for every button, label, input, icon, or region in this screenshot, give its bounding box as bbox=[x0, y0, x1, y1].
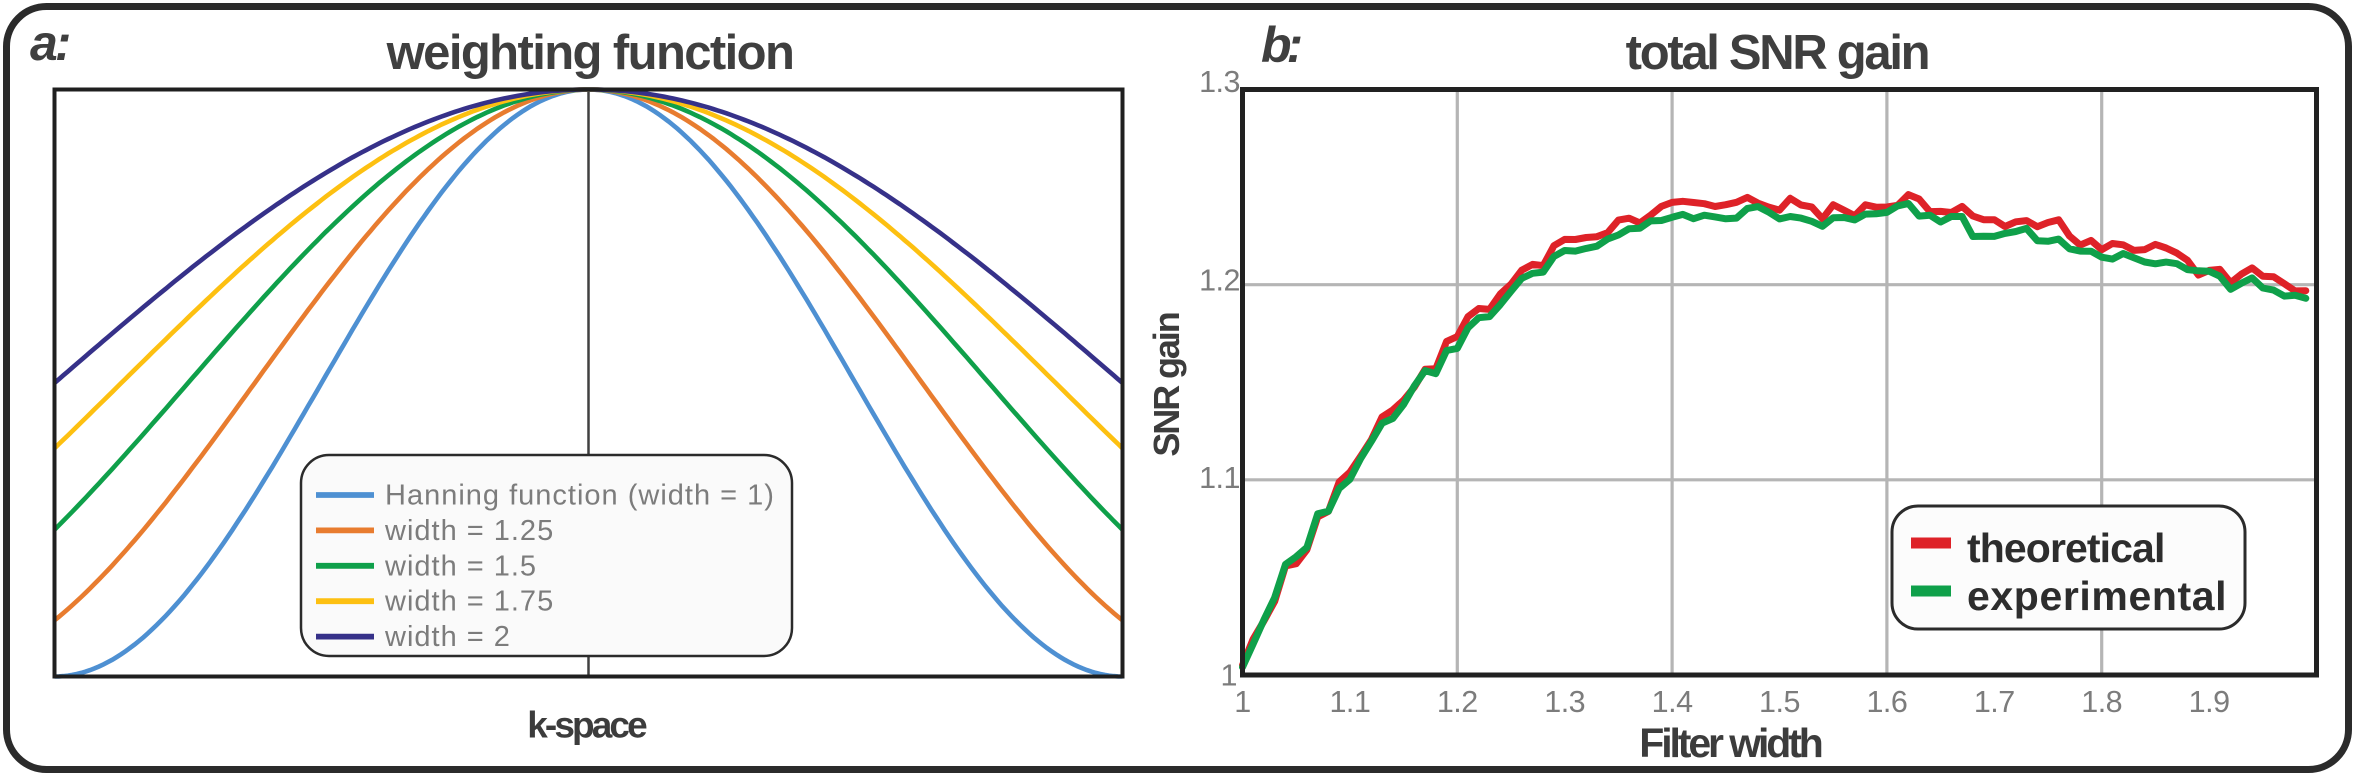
svg-text:1.1: 1.1 bbox=[1329, 685, 1370, 719]
svg-text:1.3: 1.3 bbox=[1199, 65, 1240, 99]
svg-text:1.3: 1.3 bbox=[1544, 685, 1585, 719]
svg-text:1.1: 1.1 bbox=[1199, 461, 1240, 495]
svg-text:1.4: 1.4 bbox=[1652, 685, 1693, 719]
svg-text:1: 1 bbox=[1234, 685, 1250, 719]
svg-text:width = 2: width = 2 bbox=[384, 621, 511, 653]
svg-text:width = 1.5: width = 1.5 bbox=[384, 550, 537, 582]
svg-text:1.2: 1.2 bbox=[1199, 264, 1240, 298]
svg-text:SNR gain: SNR gain bbox=[1146, 313, 1187, 456]
svg-text:Hanning function (width = 1): Hanning function (width = 1) bbox=[385, 480, 775, 512]
svg-text:experimental: experimental bbox=[1967, 573, 2227, 619]
svg-text:1.7: 1.7 bbox=[1974, 685, 2015, 719]
svg-text:a:: a: bbox=[30, 15, 70, 71]
svg-text:k-space: k-space bbox=[527, 705, 647, 746]
svg-text:theoretical: theoretical bbox=[1967, 525, 2164, 571]
svg-text:1.5: 1.5 bbox=[1759, 685, 1800, 719]
svg-text:1.2: 1.2 bbox=[1437, 685, 1478, 719]
svg-text:Filter width: Filter width bbox=[1639, 720, 1822, 766]
svg-text:b:: b: bbox=[1261, 17, 1302, 73]
svg-text:1.8: 1.8 bbox=[2081, 685, 2122, 719]
svg-text:width = 1.25: width = 1.25 bbox=[384, 515, 554, 547]
svg-text:width = 1.75: width = 1.75 bbox=[384, 586, 554, 618]
svg-text:total SNR gain: total SNR gain bbox=[1626, 26, 1929, 80]
svg-text:weighting function: weighting function bbox=[386, 26, 794, 80]
svg-text:1.9: 1.9 bbox=[2189, 685, 2230, 719]
svg-text:1.6: 1.6 bbox=[1866, 685, 1907, 719]
svg-text:1: 1 bbox=[1221, 659, 1237, 693]
